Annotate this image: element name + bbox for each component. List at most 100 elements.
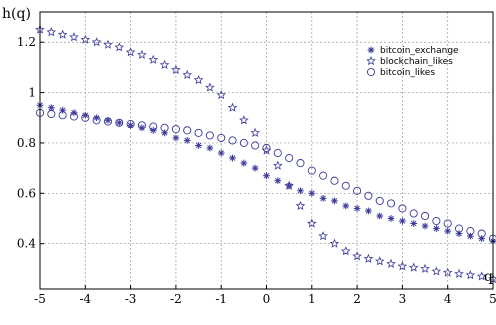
point-bitcoin_likes (160, 123, 169, 132)
point-bitcoin_likes (387, 199, 396, 208)
point-bitcoin_exchange (353, 205, 361, 212)
x-tick-label: 2 (353, 292, 361, 306)
point-bitcoin_likes (217, 133, 226, 142)
point-bitcoin_likes (251, 141, 260, 150)
point-bitcoin_likes (194, 128, 203, 137)
point-bitcoin_exchange (195, 142, 202, 149)
point-bitcoin_likes (183, 126, 192, 135)
point-blockchain_likes (91, 37, 102, 47)
point-blockchain_likes (80, 34, 91, 44)
point-bitcoin_likes (353, 186, 362, 195)
point-bitcoin_exchange (229, 154, 236, 162)
point-bitcoin_likes (466, 227, 475, 236)
legend-label-blockchain_likes: blockchain_likes (380, 57, 453, 67)
point-blockchain_likes (171, 64, 181, 74)
point-blockchain_likes (57, 29, 68, 39)
point-blockchain_likes (216, 90, 226, 100)
point-bitcoin_likes (307, 166, 316, 175)
point-blockchain_likes (103, 39, 113, 49)
point-bitcoin_likes (69, 112, 79, 121)
point-bitcoin_likes (420, 211, 430, 221)
point-bitcoin_likes (454, 224, 464, 233)
point-blockchain_likes (137, 49, 147, 59)
y-tick-label: 1.2 (17, 35, 36, 49)
x-axis-label: q (484, 269, 493, 285)
point-blockchain_likes (431, 266, 442, 276)
y-tick-label: 0.8 (17, 136, 36, 150)
legend: bitcoin_exchangeblockchain_likesbitcoin_… (366, 46, 459, 78)
point-blockchain_likes (261, 145, 272, 155)
x-tick-label: -4 (79, 292, 91, 306)
point-blockchain_likes (465, 270, 476, 280)
x-tick-label: 0 (263, 292, 271, 306)
point-bitcoin_exchange (410, 220, 418, 227)
point-bitcoin_likes (239, 138, 248, 147)
point-bitcoin_likes (330, 176, 339, 185)
point-blockchain_likes (46, 27, 57, 37)
point-bitcoin_exchange (331, 197, 338, 205)
legend-marker-bitcoin_exchange (367, 46, 375, 54)
point-blockchain_likes (205, 82, 215, 92)
y-tick-label: 1 (28, 86, 36, 100)
point-blockchain_likes (374, 256, 385, 266)
point-blockchain_likes (159, 59, 170, 69)
point-bitcoin_exchange (206, 144, 214, 152)
point-blockchain_likes (408, 262, 419, 272)
point-bitcoin_exchange (444, 227, 452, 235)
point-blockchain_likes (476, 271, 487, 281)
point-bitcoin_likes (432, 216, 441, 226)
point-bitcoin_likes (273, 148, 282, 158)
point-bitcoin_exchange (342, 202, 350, 210)
y-tick-label: 0.4 (17, 237, 36, 251)
point-bitcoin_likes (443, 219, 452, 228)
point-bitcoin_exchange (172, 134, 180, 142)
point-blockchain_likes (420, 263, 430, 273)
point-bitcoin_exchange (251, 164, 259, 172)
point-blockchain_likes (307, 218, 317, 228)
point-blockchain_likes (329, 238, 340, 248)
point-blockchain_likes (114, 42, 125, 52)
point-blockchain_likes (227, 102, 238, 112)
point-bitcoin_likes (115, 118, 124, 127)
point-bitcoin_exchange (240, 159, 248, 167)
point-blockchain_likes (250, 127, 260, 137)
point-blockchain_likes (125, 47, 136, 57)
point-bitcoin_likes (398, 204, 407, 213)
point-blockchain_likes (352, 251, 362, 261)
y-axis-label: h(q) (2, 6, 31, 22)
point-bitcoin_likes (364, 191, 373, 200)
point-bitcoin_likes (47, 109, 56, 119)
point-bitcoin_likes (137, 121, 146, 130)
point-bitcoin_exchange (399, 217, 406, 225)
point-bitcoin_exchange (127, 121, 134, 129)
point-bitcoin_likes (149, 122, 158, 131)
point-bitcoin_exchange (432, 225, 440, 232)
point-blockchain_likes (340, 246, 351, 256)
x-tick-label: -1 (215, 292, 227, 306)
x-tick-label: -2 (170, 292, 182, 306)
point-bitcoin_likes (205, 131, 214, 140)
series-bitcoin_exchange (36, 101, 496, 245)
series-blockchain_likes (35, 24, 496, 284)
x-tick-labels: -5 -4 -3 -2 -1 0 1 2 3 4 5 (34, 292, 496, 306)
point-bitcoin_likes (81, 113, 90, 122)
point-blockchain_likes (454, 268, 464, 278)
plot-frame (39, 11, 494, 290)
point-bitcoin_exchange (365, 207, 372, 215)
point-bitcoin_likes (92, 116, 101, 125)
x-tick-label: 4 (444, 292, 452, 306)
legend-marker-blockchain_likes (366, 55, 376, 66)
series-bitcoin_likes (35, 108, 496, 243)
point-bitcoin_likes (58, 111, 67, 120)
point-bitcoin_likes (228, 136, 237, 145)
data-marks (35, 24, 496, 284)
point-bitcoin_likes (296, 159, 305, 168)
point-bitcoin_likes (171, 125, 180, 134)
point-blockchain_likes (363, 253, 374, 263)
point-bitcoin_likes (262, 143, 271, 153)
point-blockchain_likes (442, 267, 453, 277)
point-bitcoin_likes (285, 154, 294, 163)
x-tick-label: 3 (399, 292, 407, 306)
